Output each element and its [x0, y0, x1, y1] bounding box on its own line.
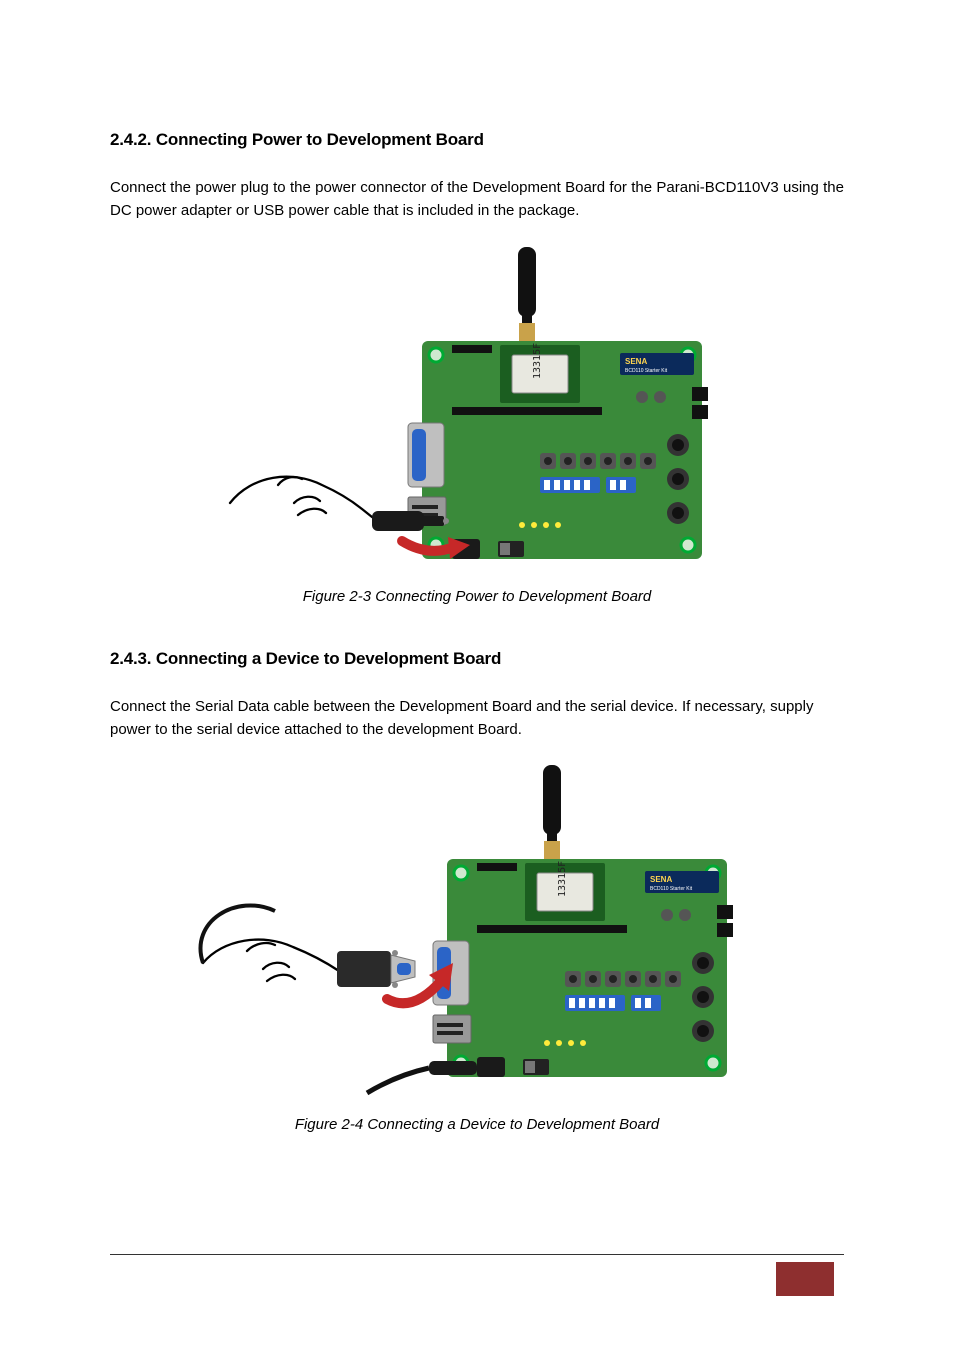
antenna-hinge	[522, 309, 532, 323]
caption-2-4: Figure 2-4 Connecting a Device to Develo…	[110, 1116, 844, 1133]
pin-header-icon	[452, 407, 602, 415]
dc-jack-icon	[477, 1057, 505, 1077]
chip-label: 13315F	[532, 342, 543, 378]
pcb-board: SENA BCD110 Starter Kit 13315F	[408, 341, 708, 559]
hand-with-serial-icon	[201, 905, 415, 988]
paragraph-243: Connect the Serial Data cable between th…	[110, 695, 844, 742]
antenna-icon	[518, 247, 536, 317]
figure-2-3-svg: SENA BCD110 Starter Kit 13315F	[222, 245, 732, 575]
brand-label: SENA	[650, 875, 672, 884]
document-page: 2.4.2. Connecting Power to Development B…	[0, 0, 954, 1350]
dip-switches	[565, 995, 661, 1011]
chip-label: 13315F	[557, 861, 568, 897]
paragraph-242: Connect the power plug to the power conn…	[110, 176, 844, 223]
mode-buttons	[667, 434, 689, 524]
brand-label: SENA	[625, 357, 647, 366]
power-plug-inserted	[429, 1061, 477, 1075]
footer-page-box	[776, 1262, 834, 1296]
caption-2-3: Figure 2-3 Connecting Power to Developme…	[110, 588, 844, 605]
mode-buttons	[692, 952, 714, 1042]
figure-2-4: SENA BCD110 Starter Kit 13315F	[110, 763, 844, 1108]
antenna-icon	[543, 765, 561, 835]
footer-rule	[110, 1254, 844, 1255]
sma-connector-icon	[544, 841, 560, 859]
section-243: 2.4.3. Connecting a Device to Developmen…	[110, 649, 844, 1134]
figure-2-4-svg: SENA BCD110 Starter Kit 13315F	[197, 763, 757, 1103]
audio-jack-1	[692, 387, 708, 401]
sma-connector-icon	[519, 323, 535, 341]
dip-switches	[540, 477, 636, 493]
section-242: 2.4.2. Connecting Power to Development B…	[110, 130, 844, 605]
brand-sub: BCD110 Starter Kit	[625, 368, 668, 374]
audio-jack-2	[692, 405, 708, 419]
usb-connector-icon	[433, 1015, 471, 1043]
heading-243: 2.4.3. Connecting a Device to Developmen…	[110, 649, 844, 669]
brand-sub: BCD110 Starter Kit	[650, 886, 693, 892]
heading-242: 2.4.2. Connecting Power to Development B…	[110, 130, 844, 150]
pcb-board: SENA BCD110 Starter Kit 13315F	[367, 859, 733, 1093]
db9-connector-icon	[408, 423, 444, 487]
figure-2-3: SENA BCD110 Starter Kit 13315F	[110, 245, 844, 580]
